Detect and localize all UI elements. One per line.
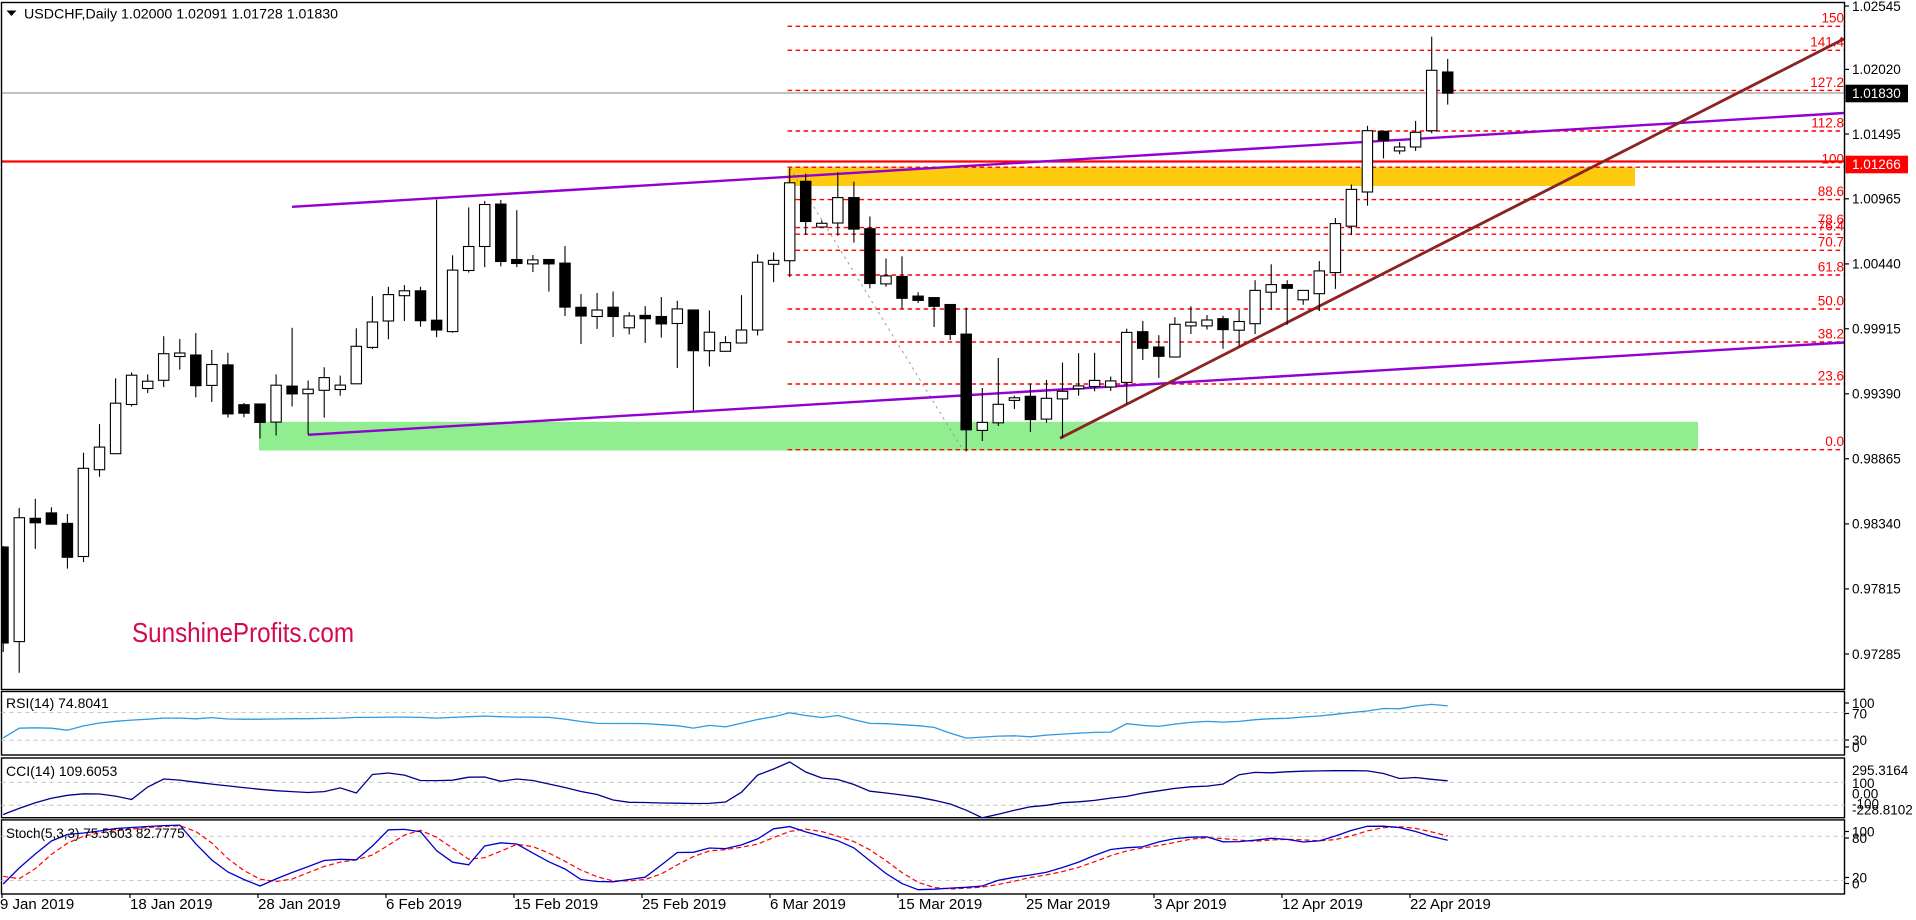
svg-text:18 Jan 2019: 18 Jan 2019 — [130, 896, 213, 913]
svg-text:1.00965: 1.00965 — [1852, 192, 1901, 207]
svg-text:61.8: 61.8 — [1818, 259, 1844, 274]
svg-text:6 Feb 2019: 6 Feb 2019 — [386, 896, 462, 913]
svg-text:22 Apr 2019: 22 Apr 2019 — [1410, 896, 1491, 913]
svg-text:0.97285: 0.97285 — [1852, 647, 1901, 662]
svg-text:0.99915: 0.99915 — [1852, 322, 1901, 337]
svg-text:USDCHF,Daily 1.02000 1.02091: USDCHF,Daily 1.02000 1.02091 1.01728 1.0… — [24, 6, 338, 22]
svg-text:9 Jan 2019: 9 Jan 2019 — [0, 896, 74, 913]
svg-text:150: 150 — [1821, 11, 1844, 26]
svg-text:CCI(14) 109.6053: CCI(14) 109.6053 — [6, 763, 118, 779]
svg-text:3 Apr 2019: 3 Apr 2019 — [1154, 896, 1227, 913]
svg-text:70: 70 — [1852, 706, 1867, 721]
svg-text:SunshineProfits.com: SunshineProfits.com — [132, 617, 354, 648]
svg-text:80: 80 — [1852, 831, 1867, 846]
svg-text:1.01266: 1.01266 — [1852, 157, 1901, 172]
svg-text:30: 30 — [1852, 733, 1867, 748]
svg-text:100: 100 — [1852, 776, 1875, 791]
svg-text:0.0: 0.0 — [1825, 434, 1844, 449]
svg-text:88.6: 88.6 — [1818, 184, 1844, 199]
svg-text:15 Feb 2019: 15 Feb 2019 — [514, 896, 598, 913]
svg-text:RSI(14) 74.8041: RSI(14) 74.8041 — [6, 695, 109, 711]
svg-text:70.7: 70.7 — [1818, 235, 1844, 250]
svg-text:15 Mar 2019: 15 Mar 2019 — [898, 896, 982, 913]
svg-text:-100: -100 — [1852, 796, 1879, 811]
svg-text:295.3164: 295.3164 — [1852, 763, 1909, 778]
svg-text:-228.8102: -228.8102 — [1852, 802, 1913, 817]
svg-text:127.2: 127.2 — [1810, 75, 1844, 90]
svg-text:1.01830: 1.01830 — [1852, 86, 1901, 101]
svg-text:0.98865: 0.98865 — [1852, 452, 1901, 467]
svg-text:1.02020: 1.02020 — [1852, 62, 1901, 77]
svg-text:0: 0 — [1852, 740, 1860, 755]
svg-text:12 Apr 2019: 12 Apr 2019 — [1282, 896, 1363, 913]
svg-text:0.00: 0.00 — [1852, 787, 1878, 802]
svg-text:0.98340: 0.98340 — [1852, 517, 1901, 532]
svg-text:50.0: 50.0 — [1818, 293, 1844, 308]
svg-text:76.4: 76.4 — [1818, 219, 1845, 234]
svg-text:38.2: 38.2 — [1818, 326, 1844, 341]
svg-text:0.99390: 0.99390 — [1852, 387, 1901, 402]
svg-text:0: 0 — [1852, 876, 1860, 891]
svg-text:25 Feb 2019: 25 Feb 2019 — [642, 896, 726, 913]
svg-text:0.97815: 0.97815 — [1852, 582, 1901, 597]
svg-text:100: 100 — [1852, 824, 1875, 839]
svg-text:28 Jan 2019: 28 Jan 2019 — [258, 896, 341, 913]
svg-text:1.01495: 1.01495 — [1852, 127, 1901, 142]
svg-text:25 Mar 2019: 25 Mar 2019 — [1026, 896, 1110, 913]
svg-text:20: 20 — [1852, 870, 1867, 885]
svg-text:100: 100 — [1852, 696, 1875, 711]
svg-text:100: 100 — [1821, 152, 1844, 167]
svg-text:141.4: 141.4 — [1810, 35, 1844, 50]
svg-text:23.6: 23.6 — [1818, 368, 1844, 383]
svg-text:78.6: 78.6 — [1818, 212, 1844, 227]
svg-text:Stoch(5,3,3) 75.5603 82.7775: Stoch(5,3,3) 75.5603 82.7775 — [6, 826, 185, 841]
svg-text:6 Mar 2019: 6 Mar 2019 — [770, 896, 846, 913]
svg-text:112.8: 112.8 — [1811, 115, 1844, 130]
svg-text:1.02545: 1.02545 — [1852, 0, 1901, 14]
svg-text:1.00440: 1.00440 — [1852, 257, 1901, 272]
